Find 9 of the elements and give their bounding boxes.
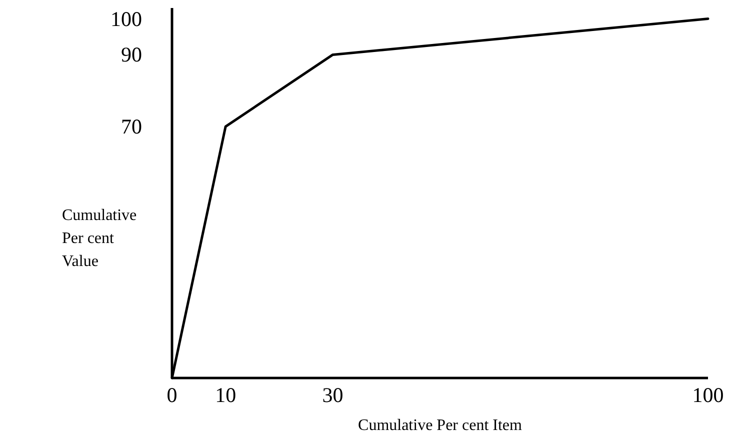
y-tick-label: 70: [121, 114, 142, 139]
x-tick-label: 0: [166, 383, 178, 407]
y-axis-title: Cumulative Per cent Value: [62, 207, 137, 270]
y-tick-label: 100: [110, 6, 142, 31]
x-tick-label: 100: [692, 383, 724, 407]
x-tick-label: 30: [322, 383, 344, 407]
y-tick-label: 90: [121, 42, 142, 67]
x-axis-title: Cumulative Per cent Item: [358, 417, 523, 434]
x-tick-label: 10: [215, 383, 236, 407]
